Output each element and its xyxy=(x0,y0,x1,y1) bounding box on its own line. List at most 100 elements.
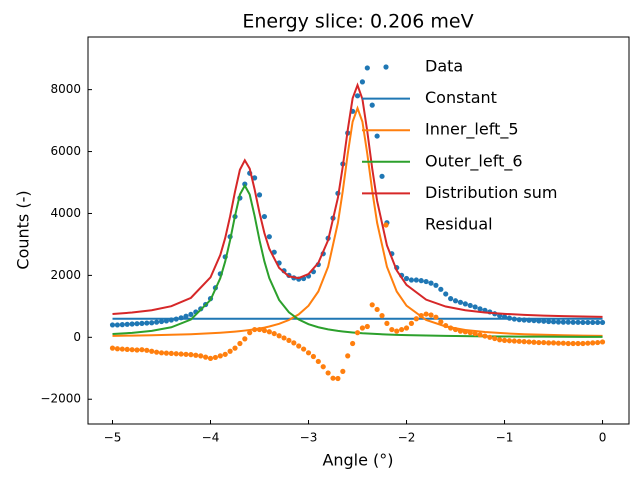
data-point xyxy=(482,333,488,339)
data-point xyxy=(403,325,410,331)
data-point xyxy=(335,375,341,382)
data-point xyxy=(271,330,277,337)
data-point xyxy=(448,296,454,302)
data-point xyxy=(139,347,145,353)
data-point xyxy=(354,93,361,99)
data-point xyxy=(109,322,116,328)
data-point xyxy=(374,306,380,313)
data-point xyxy=(379,173,385,179)
data-point xyxy=(580,340,586,347)
data-point xyxy=(408,320,415,326)
data-point xyxy=(183,313,189,319)
data-point xyxy=(158,318,165,325)
data-point xyxy=(413,316,419,322)
data-point xyxy=(193,352,199,358)
data-point xyxy=(472,304,478,310)
series-line xyxy=(112,105,603,337)
data-point xyxy=(256,192,263,198)
data-point xyxy=(497,337,503,343)
legend-marker xyxy=(383,222,389,228)
data-point xyxy=(423,311,429,317)
data-point xyxy=(511,338,517,344)
y-tick-label: 8000 xyxy=(50,82,81,96)
data-point xyxy=(565,340,571,347)
data-point xyxy=(109,345,116,351)
data-point xyxy=(428,280,434,286)
data-point xyxy=(457,299,464,305)
data-point xyxy=(261,327,268,334)
data-point xyxy=(178,351,184,357)
data-point xyxy=(286,337,292,344)
legend-label: Residual xyxy=(425,215,493,234)
data-point xyxy=(340,368,346,374)
y-tick-label: 2000 xyxy=(50,268,81,282)
data-point xyxy=(144,347,150,353)
data-point xyxy=(325,370,331,376)
data-point xyxy=(550,319,557,325)
data-point xyxy=(521,339,527,345)
data-point xyxy=(369,302,375,308)
data-point xyxy=(183,351,189,357)
data-point xyxy=(198,353,204,359)
data-point xyxy=(281,335,287,341)
x-tick-label: −5 xyxy=(104,431,122,445)
data-point xyxy=(364,65,370,71)
data-point xyxy=(266,329,272,335)
data-point xyxy=(423,278,429,285)
data-point xyxy=(560,340,566,346)
data-point xyxy=(546,340,552,346)
data-point xyxy=(575,319,581,325)
data-point xyxy=(163,350,170,356)
data-point xyxy=(207,355,214,361)
data-point xyxy=(389,326,395,333)
y-axis-label: Counts (-) xyxy=(14,190,33,269)
data-point xyxy=(595,319,601,326)
data-point xyxy=(129,347,135,353)
data-point xyxy=(173,351,179,357)
data-point xyxy=(438,286,444,292)
data-point xyxy=(448,325,454,331)
data-point xyxy=(585,319,591,326)
data-point xyxy=(291,340,297,346)
data-point xyxy=(599,319,606,326)
data-point xyxy=(428,312,434,318)
data-point xyxy=(242,336,248,342)
data-point xyxy=(154,349,160,355)
x-tick-label: −1 xyxy=(496,431,514,445)
data-point xyxy=(119,322,125,328)
legend-label: Outer_left_6 xyxy=(425,151,523,171)
data-point xyxy=(457,328,464,334)
data-point xyxy=(188,311,194,318)
data-point xyxy=(139,320,145,326)
data-point xyxy=(158,350,165,356)
x-axis-label: Angle (°) xyxy=(322,451,393,470)
data-point xyxy=(252,326,258,333)
data-point xyxy=(452,326,459,333)
data-point xyxy=(531,339,537,345)
legend: Data Constant Inner_left_5 Outer_left_6 Dist… xyxy=(362,57,558,234)
data-point xyxy=(217,353,223,359)
data-point xyxy=(227,348,233,354)
data-point xyxy=(570,340,576,347)
data-point xyxy=(301,346,307,352)
x-tick-label: 0 xyxy=(599,431,607,445)
data-point xyxy=(570,319,576,325)
chart-title: Energy slice: 0.206 meV xyxy=(242,11,473,33)
data-point xyxy=(247,330,253,336)
data-point xyxy=(408,277,415,283)
data-point xyxy=(595,339,601,346)
data-point xyxy=(154,319,160,325)
data-point xyxy=(134,347,140,353)
data-point xyxy=(310,353,317,360)
data-point xyxy=(546,318,552,325)
data-point xyxy=(364,323,370,330)
data-point xyxy=(119,346,125,352)
data-point xyxy=(305,350,312,356)
data-point xyxy=(354,330,361,336)
data-point xyxy=(462,301,468,307)
data-point xyxy=(541,339,547,346)
data-point xyxy=(296,343,302,349)
data-point xyxy=(129,321,135,327)
